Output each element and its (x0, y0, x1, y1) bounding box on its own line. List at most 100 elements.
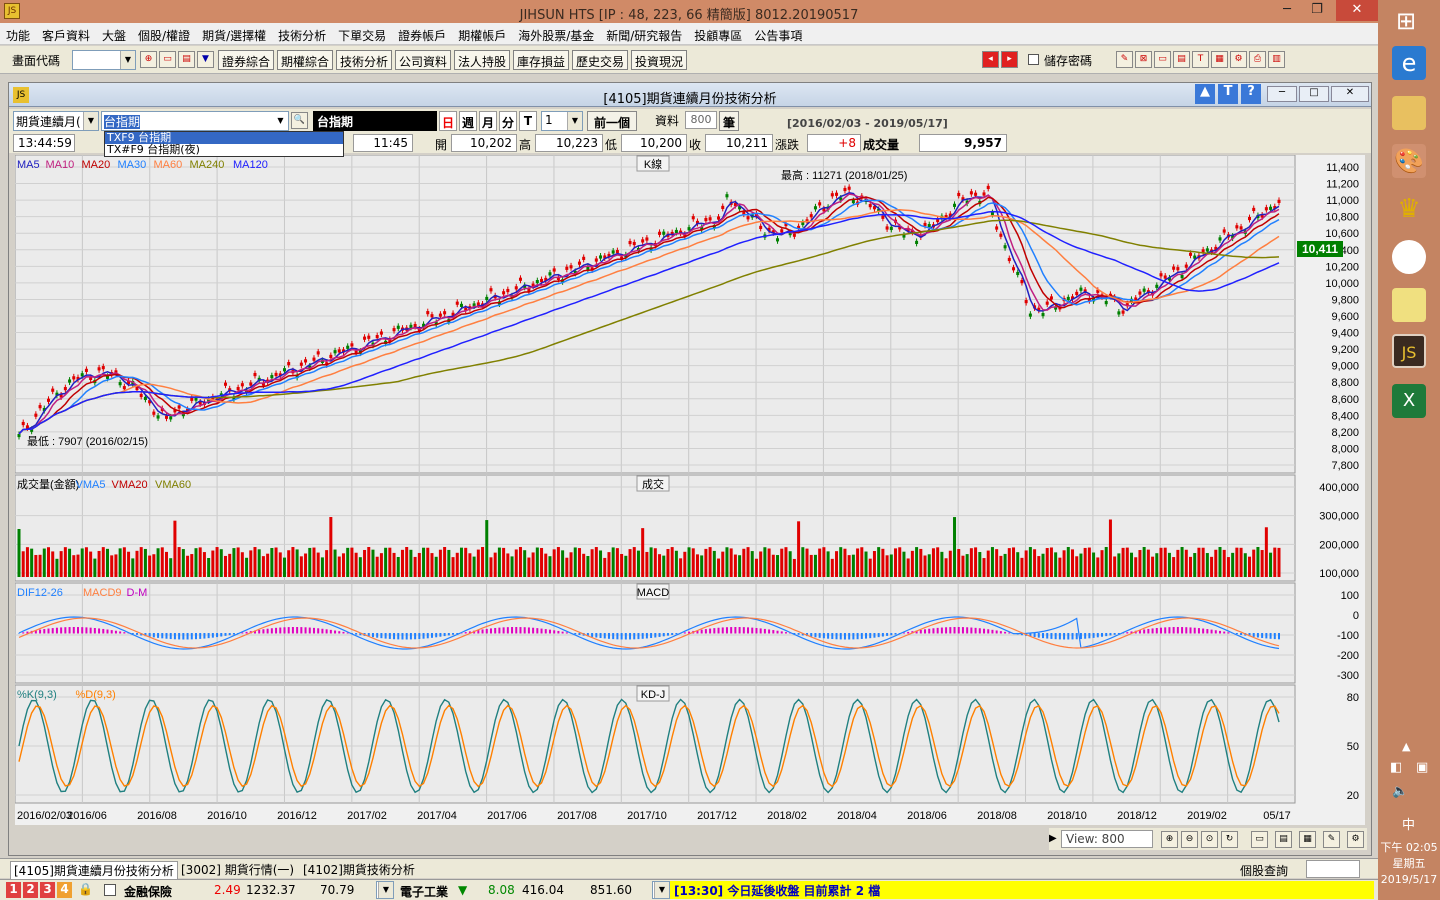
period-week-button[interactable]: 週 (459, 111, 477, 131)
news-marquee[interactable]: [13:30] 今日延後收盤 目前累計 2 檔 (670, 881, 1374, 899)
minimize-child-button[interactable]: ─ (1267, 86, 1297, 102)
panel-icon[interactable]: ▤ (1275, 831, 1292, 848)
settings-icon[interactable]: ⚙ (1347, 831, 1364, 848)
paint-icon[interactable]: 🎨 (1392, 144, 1426, 178)
refresh-icon[interactable]: ↻ (1221, 831, 1238, 848)
lock-icon[interactable]: 🔒 (78, 882, 93, 896)
menu-item[interactable]: 新聞/研究報告 (606, 29, 683, 43)
scroll-right-icon[interactable]: ▶ (1049, 833, 1057, 844)
tool-icon[interactable]: ▥ (1268, 51, 1285, 68)
tool-icon[interactable]: ✎ (1116, 51, 1133, 68)
tb-button-institutional[interactable]: 法人持股 (454, 50, 511, 70)
tool-icon[interactable]: ⊠ (1135, 51, 1152, 68)
chrome-icon[interactable] (1392, 240, 1426, 274)
excel-icon[interactable]: X (1392, 384, 1426, 418)
menu-item[interactable]: 公告事項 (754, 29, 803, 43)
period-day-button[interactable]: 日 (439, 111, 457, 131)
sector1-select[interactable]: ▼ (376, 881, 394, 899)
restore-button[interactable]: ❐ (1311, 2, 1323, 17)
tb-button-technical[interactable]: 技術分析 (336, 50, 393, 70)
screen-4-button[interactable]: 4 (57, 882, 72, 898)
tb-button-investment[interactable]: 投資現況 (631, 50, 688, 70)
symbol-input[interactable]: 台指期 ▼ (101, 111, 289, 131)
menu-item[interactable]: 客戶資料 (42, 29, 91, 43)
windows-start-icon[interactable]: ⊞ (1396, 7, 1417, 35)
stock-query-input[interactable] (1306, 860, 1360, 878)
menu-item[interactable]: 期貨/選擇權 (202, 29, 267, 43)
menu-item[interactable]: 海外股票/基金 (518, 29, 595, 43)
screen-3-button[interactable]: 3 (40, 882, 55, 898)
menu-item[interactable]: 大盤 (102, 29, 127, 43)
dropdown-icon[interactable]: ▼ (197, 51, 214, 68)
menu-item[interactable]: 下單交易 (338, 29, 387, 43)
data-count-field[interactable]: 800 (685, 111, 717, 129)
dropdown-option[interactable]: TX#F9 台指期(夜) (107, 143, 200, 156)
maximize-child-button[interactable]: □ (1299, 86, 1329, 102)
tb-button-history[interactable]: 歷史交易 (572, 50, 629, 70)
search-icon[interactable]: 🔍 (291, 112, 308, 129)
help-icon[interactable]: ? (1241, 84, 1261, 104)
zoom-in-icon[interactable]: ⊕ (1161, 831, 1178, 848)
tool-icon[interactable]: ⚙ (1230, 51, 1247, 68)
ime-indicator[interactable]: 中 (1402, 818, 1416, 833)
minimize-button[interactable]: ─ (1283, 2, 1291, 17)
dropdown-option[interactable]: TXF9 台指期 (105, 132, 343, 144)
tab-futures-technical[interactable]: [4102]期貨技術分析 (303, 863, 415, 877)
period-month-button[interactable]: 月 (479, 111, 497, 131)
text-icon[interactable]: T (1218, 84, 1238, 104)
screen-code-select[interactable]: ▼ (72, 50, 136, 70)
taskbar-clock[interactable]: 下午 02:05 星期五 2019/5/17 (1378, 840, 1440, 888)
save-password-checkbox[interactable] (1028, 54, 1039, 65)
tool-icon[interactable]: ▦ (1211, 51, 1228, 68)
sticky-notes-icon[interactable] (1392, 288, 1426, 322)
sector-checkbox[interactable] (104, 884, 116, 896)
zoom-out-icon[interactable]: ⊖ (1181, 831, 1198, 848)
tool-icon[interactable]: ⎙ (1249, 51, 1266, 68)
tab-futures-quote[interactable]: [3002] 期貨行情(一) (181, 863, 295, 877)
tray-network-icon[interactable]: ▣ (1416, 760, 1429, 775)
tb-button-inventory[interactable]: 庫存損益 (513, 50, 570, 70)
tool-icon[interactable]: ▭ (1154, 51, 1171, 68)
menu-item[interactable]: 個股/權證 (138, 29, 191, 43)
chart-area[interactable]: 11,40011,20011,00010,80010,60010,40010,2… (14, 154, 1365, 825)
tool-icon[interactable]: T (1192, 51, 1209, 68)
menu-item[interactable]: 功能 (6, 29, 31, 43)
menu-item[interactable]: 證券帳戶 (398, 29, 447, 43)
unit-button[interactable]: 筆 (719, 111, 739, 131)
search-icon[interactable]: ⊕ (140, 51, 157, 68)
count-select[interactable]: 1 ▼ (541, 111, 583, 131)
tab-technical-analysis[interactable]: [4105]期貨連續月份技術分析 (10, 861, 178, 880)
tray-expand-icon[interactable]: ▲ (1402, 740, 1411, 753)
tb-button-securities[interactable]: 證券綜合 (218, 50, 275, 70)
prev-button[interactable]: 前一個 (587, 111, 637, 131)
table-icon[interactable]: ▦ (1299, 831, 1316, 848)
screen-1-button[interactable]: 1 (6, 882, 21, 898)
close-child-button[interactable]: ✕ (1331, 86, 1369, 102)
menu-item[interactable]: 投顧專區 (694, 29, 743, 43)
close-button[interactable]: ✕ (1336, 0, 1378, 21)
period-minute-button[interactable]: 分 (499, 111, 517, 131)
tb-button-options[interactable]: 期權綜合 (277, 50, 334, 70)
tool-icon[interactable]: ▤ (1173, 51, 1190, 68)
print-icon[interactable]: ▤ (178, 51, 195, 68)
technical-chart-svg[interactable]: 11,40011,20011,00010,80010,60010,40010,2… (14, 154, 1365, 825)
tray-antivirus-icon[interactable]: ◧ (1390, 760, 1403, 775)
arrow-right-icon[interactable]: ▸ (1001, 51, 1018, 68)
window-icon[interactable]: ▭ (159, 51, 176, 68)
crown-icon[interactable]: ♛ (1397, 194, 1421, 224)
file-explorer-icon[interactable] (1392, 96, 1426, 130)
reset-icon[interactable]: ⊙ (1201, 831, 1218, 848)
layout-icon[interactable]: ▭ (1251, 831, 1268, 848)
screen-2-button[interactable]: 2 (23, 882, 38, 898)
tray-volume-icon[interactable]: 🔈 (1392, 784, 1409, 799)
tb-button-company[interactable]: 公司資料 (395, 50, 452, 70)
arrow-left-icon[interactable]: ◂ (982, 51, 999, 68)
up-arrow-icon[interactable]: ▲ (1195, 84, 1215, 104)
mode-select[interactable]: 期貨連續月(▼ (13, 111, 99, 131)
period-tick-button[interactable]: T (519, 111, 537, 131)
jihsun-app-icon[interactable]: JS (1392, 334, 1426, 368)
menu-item[interactable]: 期權帳戶 (458, 29, 507, 43)
sector2-select[interactable]: ▼ (652, 881, 670, 899)
menu-item[interactable]: 技術分析 (278, 29, 327, 43)
pen-icon[interactable]: ✎ (1323, 831, 1340, 848)
